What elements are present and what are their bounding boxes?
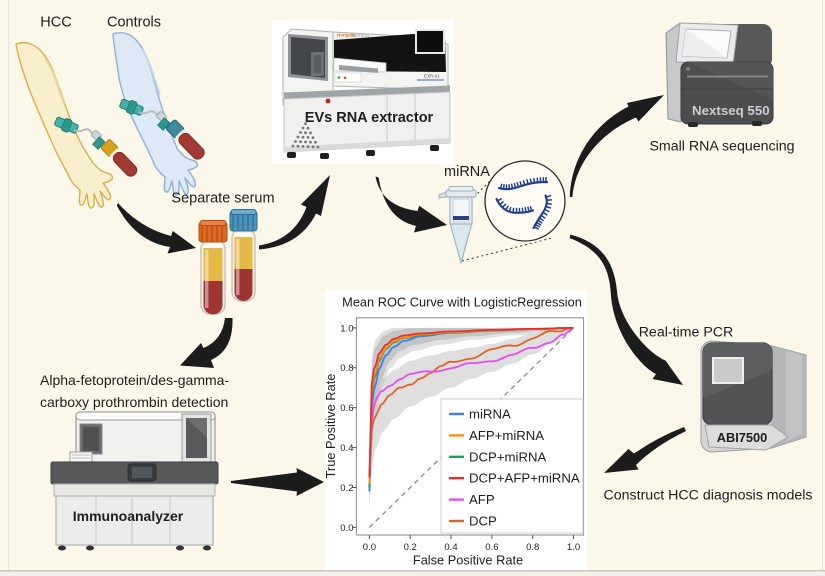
svg-text:DCP+AFP+miRNA: DCP+AFP+miRNA <box>469 471 580 486</box>
svg-text:0.4: 0.4 <box>340 443 353 454</box>
svg-text:0.8: 0.8 <box>340 363 353 374</box>
svg-text:0.2: 0.2 <box>340 483 353 494</box>
svg-text:Controls: Controls <box>107 15 161 31</box>
svg-text:Small RNA sequencing: Small RNA sequencing <box>649 139 794 155</box>
svg-text:0.8: 0.8 <box>526 542 539 553</box>
svg-text:0.0: 0.0 <box>340 523 353 534</box>
svg-text:Immunoanalyzer: Immunoanalyzer <box>73 508 184 524</box>
svg-text:0.4: 0.4 <box>444 542 457 553</box>
svg-text:miRNA: miRNA <box>444 164 490 180</box>
svg-text:Alpha-fetoprotein/des-gamma-: Alpha-fetoprotein/des-gamma- <box>40 372 229 388</box>
svg-text:Separate serum: Separate serum <box>171 191 274 207</box>
svg-text:EVs RNA extractor: EVs RNA extractor <box>305 110 434 126</box>
svg-text:BIOTECH: BIOTECH <box>352 34 369 38</box>
svg-text:Nextseq 550: Nextseq 550 <box>692 103 770 118</box>
svg-text:0.6: 0.6 <box>340 403 353 414</box>
svg-text:HCC: HCC <box>40 15 71 31</box>
svg-text:0.6: 0.6 <box>485 542 498 553</box>
svg-text:ABI7500: ABI7500 <box>717 430 768 445</box>
svg-text:AFP+miRNA: AFP+miRNA <box>469 428 544 443</box>
svg-text:carboxy prothrombin detection: carboxy prothrombin detection <box>40 394 228 410</box>
svg-text:Construct HCC diagnosis models: Construct HCC diagnosis models <box>604 488 813 504</box>
svg-text:DCP: DCP <box>469 514 497 529</box>
svg-text:AFP: AFP <box>469 492 495 507</box>
svg-text:EXR-01: EXR-01 <box>424 74 440 79</box>
svg-text:miRNA: miRNA <box>469 407 511 422</box>
svg-text:0.0: 0.0 <box>363 542 376 553</box>
svg-text:Hongshi: Hongshi <box>337 33 355 38</box>
svg-text:1.0: 1.0 <box>567 542 580 553</box>
svg-text:1.0: 1.0 <box>340 323 353 334</box>
svg-text:DCP+miRNA: DCP+miRNA <box>469 449 547 464</box>
svg-text:False Positive Rate: False Positive Rate <box>413 553 523 568</box>
svg-text:True Positive Rate: True Positive Rate <box>323 374 338 479</box>
svg-text:0.2: 0.2 <box>404 542 417 553</box>
svg-text:Real-time PCR: Real-time PCR <box>639 325 734 341</box>
svg-text:Mean ROC Curve with LogisticRe: Mean ROC Curve with LogisticRegression <box>342 295 582 310</box>
